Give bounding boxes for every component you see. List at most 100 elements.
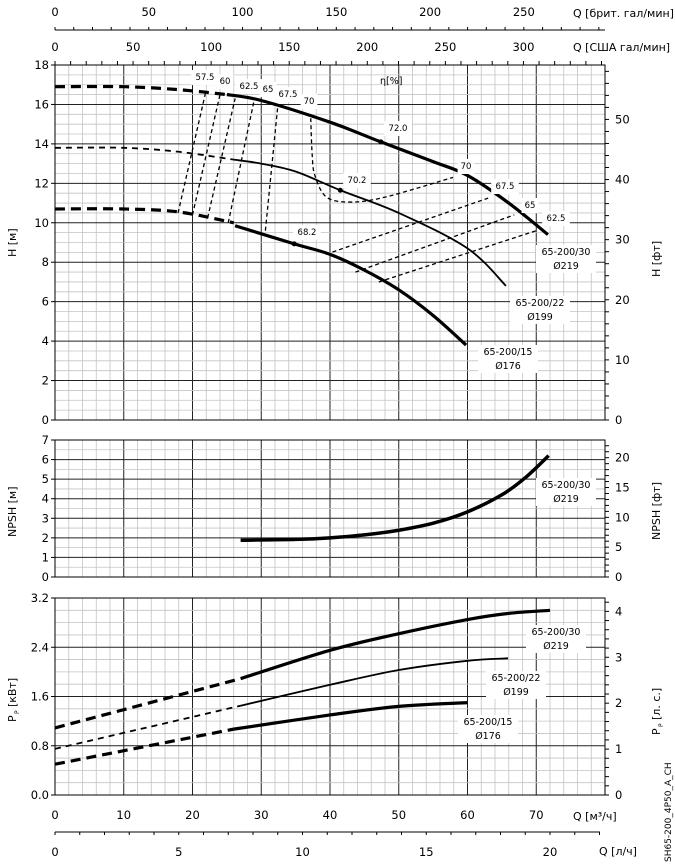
npsh-left-tick-label: 5: [42, 472, 49, 486]
curve-label: 65-200/30 Ø219: [536, 478, 596, 506]
curve-label: 65-200/15 Ø176: [478, 345, 538, 373]
efficiency-label-text: 70: [461, 162, 472, 172]
curve-label-text: 65-200/30: [532, 627, 581, 638]
efficiency-label: 62.5: [542, 211, 570, 226]
curve-label-text: Ø176: [475, 731, 501, 742]
head-series-65-200/22-extrapolated: [54, 146, 234, 161]
bottom-ls-tick-label: 5: [175, 845, 182, 859]
efficiency-isoline: [264, 106, 279, 231]
curve-label-text: Ø219: [543, 641, 569, 652]
top-brit-tick-label: 250: [513, 5, 535, 19]
npsh-right-axis-title: NPSH [фт]: [650, 482, 663, 540]
efficiency-label-text: 67.5: [279, 90, 298, 100]
top-us-tick-label: 150: [278, 40, 300, 54]
npsh-left-tick-label: 6: [42, 453, 49, 467]
efficiency-label-bg: [274, 87, 302, 102]
npsh-left-tick-label: 2: [42, 531, 49, 545]
power-right-tick-label: 4: [615, 604, 622, 618]
power-right-tick-label: 2: [615, 696, 622, 710]
curve-label-bg: [458, 715, 518, 743]
h-left-axis-title: H [м]: [6, 228, 19, 257]
power-series-65-200/30: [240, 608, 551, 681]
head-left-tick-label: 14: [34, 137, 49, 151]
efficiency-label: 67.5: [274, 87, 302, 102]
bep-label: 70.2: [343, 173, 371, 188]
top-us-axis-title: Q [США гал/мин]: [573, 41, 670, 54]
npsh-right-tick-label: 0: [615, 570, 622, 584]
power-series-65-200/15: [233, 701, 468, 731]
curve-label-bg: [526, 625, 586, 653]
bep-label-text: 72.0: [389, 124, 408, 134]
npsh-left-tick-label: 1: [42, 550, 49, 564]
top-us-tick-label: 300: [512, 40, 534, 54]
bep-label-bg: [293, 225, 321, 240]
curve-label-text: Ø176: [495, 361, 521, 372]
bottom-m3h-tick-label: 60: [460, 808, 475, 822]
curve-label: 65-200/30 Ø219: [526, 625, 586, 653]
curve-label-bg: [536, 245, 596, 273]
curve-label-bg: [486, 671, 546, 699]
efficiency-isoline: [355, 214, 515, 273]
head-left-tick-label: 8: [42, 255, 49, 269]
bottom-m3h-tick-label: 30: [254, 808, 269, 822]
bep-label-bg: [384, 121, 412, 136]
head-left-tick-label: 0: [42, 413, 49, 427]
top-brit-tick-label: 0: [51, 5, 58, 19]
head-right-tick-label: 40: [615, 173, 630, 187]
curve-label: 65-200/22 Ø199: [510, 296, 570, 324]
efficiency-label-text: 62.5: [547, 214, 566, 224]
bottom-ls-tick-label: 20: [543, 845, 558, 859]
power-right-tick-label: 1: [615, 742, 622, 756]
npsh-left-tick-label: 4: [42, 492, 49, 506]
power-right-tick-label: 3: [615, 650, 622, 664]
top-brit-tick-label: 100: [232, 5, 254, 19]
npsh-left-axis-title: NPSH [м]: [6, 487, 19, 538]
head-series-65-200/30: [226, 93, 549, 236]
efficiency-label: 70: [457, 159, 475, 174]
curve-label-bg: [510, 296, 570, 324]
power-series-65-200/22-extrapolated: [54, 704, 241, 750]
npsh-right-tick-label: 5: [615, 540, 622, 554]
top-us-tick-label: 50: [126, 40, 141, 54]
bottom-m3h-tick-label: 70: [529, 808, 544, 822]
grid: [51, 27, 609, 835]
npsh-left-tick-label: 0: [42, 570, 49, 584]
efficiency-label-bg: [191, 70, 219, 85]
efficiency-label-text: 57.5: [196, 73, 215, 83]
efficiency-label: 62.5: [235, 79, 263, 94]
curve-label-text: Ø199: [527, 312, 553, 323]
curve-label-bg: [478, 345, 538, 373]
eta-label: η[%]: [380, 76, 402, 87]
head-left-tick-label: 10: [34, 216, 49, 230]
bottom-m3h-tick-label: 50: [391, 808, 406, 822]
curve-label: 65-200/15 Ø176: [458, 715, 518, 743]
efficiency-label-text: 62.5: [240, 82, 259, 92]
p-right-axis-symbol: P: [650, 728, 663, 735]
head-right-tick-label: 50: [615, 112, 630, 126]
efficiency-label: 60: [216, 74, 234, 89]
curve-label-text: 65-200/30: [542, 247, 591, 258]
p-left-axis-sub: P: [14, 710, 21, 714]
bottom-m3h-tick-label: 40: [323, 808, 338, 822]
head-series-65-200/15: [234, 224, 468, 347]
bep-label-text: 70.2: [348, 176, 367, 186]
curve-label-text: 65-200/15: [484, 347, 533, 358]
top-brit-axis-title: Q [брит. гал/мин]: [573, 7, 674, 20]
curve-label-text: Ø219: [553, 494, 579, 505]
efficiency-label: 65: [259, 82, 277, 97]
power-left-tick-label: 1.6: [31, 690, 49, 704]
p-left-axis-title: [кВт]: [6, 678, 19, 707]
head-bep-marker: [337, 187, 343, 193]
npsh-right-tick-label: 20: [615, 451, 630, 465]
npsh-series-65-200/30: [240, 454, 550, 542]
bottom-m3h-tick-label: 10: [116, 808, 131, 822]
curve-label-text: 65-200/22: [516, 298, 565, 309]
efficiency-label: 57.5: [191, 70, 219, 85]
efficiency-label-bg: [457, 159, 475, 174]
top-brit-tick-label: 200: [419, 5, 441, 19]
p-left-axis-symbol: P: [6, 715, 19, 722]
curve-label-text: Ø199: [503, 687, 529, 698]
efficiency-label-bg: [300, 94, 318, 109]
h-right-axis-title: H [фт]: [650, 241, 663, 277]
